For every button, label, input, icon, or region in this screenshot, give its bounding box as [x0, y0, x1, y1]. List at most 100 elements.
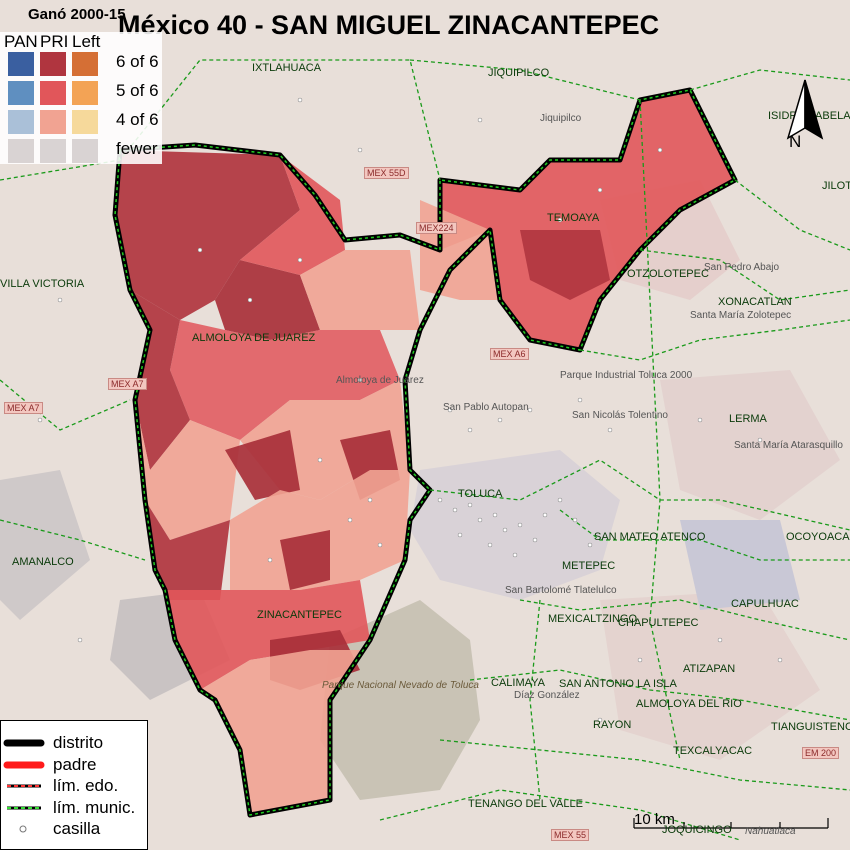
section-pink-w — [135, 400, 240, 540]
municipality-label: VILLA VICTORIA — [0, 278, 85, 290]
municipality-label: JOQUICINGO — [662, 824, 732, 836]
legend-row-6: 6 of 6 — [116, 52, 159, 71]
highway-shield: MEX 55 — [551, 829, 590, 841]
basemap-label: Parque Industrial Toluca 2000 — [560, 370, 693, 381]
highway-shield: MEX224 — [416, 222, 457, 234]
municipality-label: METEPEC — [562, 560, 616, 572]
municipality-label: XONACATLAN — [718, 296, 792, 308]
swatch-pri-4 — [40, 110, 66, 134]
scale-bar — [633, 818, 829, 829]
swatch-pan-4 — [8, 110, 34, 134]
municipality-label: TIANGUISTENCO — [771, 721, 850, 733]
swatch-pan-5 — [8, 81, 34, 105]
legend-casilla-label: casilla — [53, 819, 101, 838]
legend-edo-label: lím. edo. — [53, 776, 119, 795]
basemap-label: Almoloya de Juárez — [336, 375, 424, 386]
legend-header-left: Left — [72, 32, 101, 51]
section-red-temoaya — [440, 90, 735, 350]
section-dark-sw — [145, 500, 230, 600]
map-subtitle: Ganó 2000-15 — [28, 6, 126, 23]
municipality-label: TENANGO DEL VALLE — [468, 798, 583, 810]
highway-shield: MEX A7 — [108, 378, 147, 390]
party-legend: PAN PRI Left 6 of 6 5 of 6 4 of 6 fewer — [0, 32, 162, 164]
swatch-pri-fewer — [40, 139, 66, 163]
basemap-label: San Bartolomé Tlatelulco — [505, 585, 617, 596]
district-sections — [115, 90, 735, 815]
municipality-label: ZINACANTEPEC — [257, 609, 342, 621]
section-red-c — [170, 320, 400, 440]
basemap-label: Nahuatlaca — [745, 826, 796, 837]
casilla-points — [37, 97, 783, 723]
scale-bar-label: 10 km — [634, 811, 675, 828]
north-label: N — [789, 132, 802, 151]
section-red-n — [240, 155, 345, 275]
section-dark-temoaya — [520, 230, 610, 300]
toluca-urban — [410, 450, 620, 600]
basemap-label: Díaz González — [514, 690, 580, 701]
municipality-label: TOLUCA — [458, 488, 503, 500]
legend-row-4: 4 of 6 — [116, 110, 159, 129]
municipality-label: OCOYOACAC — [786, 531, 850, 543]
municipality-label: LERMA — [729, 413, 767, 425]
municipality-label: OTZOLOTEPEC — [627, 268, 709, 280]
legend-padre-label: padre — [53, 755, 97, 774]
section-dark-nw — [115, 150, 300, 320]
section-dark-c1 — [225, 430, 300, 500]
municipality-label: IXTLAHUACA — [252, 62, 322, 74]
municipality-label: CHAPULTEPEC — [618, 617, 699, 629]
highway-shield: MEX 55D — [364, 167, 409, 179]
municipality-label: TEXCALYACAC — [673, 745, 753, 757]
legend-row-5: 5 of 6 — [116, 81, 159, 100]
section-dark-n — [215, 260, 320, 340]
basemap-label: San Pedro Abajo — [704, 262, 780, 273]
legend-munic-label: lím. munic. — [53, 798, 136, 817]
swatch-pan-fewer — [8, 139, 34, 163]
municipality-label: RAYON — [593, 719, 632, 731]
swatch-left-5 — [72, 81, 98, 105]
swatch-left-6 — [72, 52, 98, 76]
municipality-label: AMANALCO — [12, 556, 74, 568]
section-pink-n — [300, 250, 420, 330]
municipality-label: ALMOLOYA DEL RIO — [636, 698, 742, 710]
swatch-pan-6 — [8, 52, 34, 76]
legend-header-pri: PRI — [40, 32, 69, 51]
municipality-label: SAN ANTONIO LA ISLA — [559, 678, 677, 690]
basemap-label: Santa María Atarasquillo — [734, 440, 843, 451]
section-dark-s1 — [280, 530, 330, 590]
legend-distrito-label: distrito — [53, 733, 104, 752]
highway-shield: EM 200 — [802, 747, 840, 759]
section-red-s — [165, 580, 370, 690]
section-dark-w — [130, 290, 190, 470]
bluish-area — [680, 520, 800, 610]
swatch-left-fewer — [72, 139, 98, 163]
basemap-label: Jiquipilco — [540, 113, 582, 124]
section-pink-s — [230, 470, 410, 590]
swatch-pri-5 — [40, 81, 66, 105]
swatch-pri-6 — [40, 52, 66, 76]
map-title: México 40 - SAN MIGUEL ZINACANTEPEC — [118, 10, 660, 40]
grey-area-west — [0, 470, 90, 620]
legend-casilla-point — [19, 825, 27, 833]
municipality-label: CALIMAYA — [491, 677, 545, 689]
highway-shield: MEX A7 — [4, 402, 43, 414]
highway-shield: MEX A6 — [490, 348, 529, 360]
legend-header-pan: PAN — [4, 32, 38, 51]
municipal-boundaries — [0, 59, 850, 841]
basemap-label: Parque Nacional Nevado de Toluca — [322, 680, 479, 691]
basemap-label: Santa María Zolotepec — [690, 310, 792, 321]
municipality-label: JIQUIPILCO — [488, 67, 550, 79]
municipality-label: MEXICALTZINGO — [548, 613, 638, 625]
line-legend-symbols — [3, 739, 45, 833]
swatch-left-4 — [72, 110, 98, 134]
municipality-label: TEMOAYA — [547, 212, 600, 224]
section-pink-far-s — [200, 650, 360, 815]
municipality-label: ALMOLOYA DE JUAREZ — [192, 332, 316, 344]
basemap-label: San Pablo Autopan — [443, 402, 529, 413]
basemap-label: San Nicolás Tolentino — [572, 410, 668, 421]
municipality-label: ATIZAPAN — [683, 663, 736, 675]
municipality-label: SAN MATEO ATENCO — [594, 531, 706, 543]
north-arrow-icon — [786, 79, 824, 140]
district-municipal-overlay — [114, 89, 736, 816]
